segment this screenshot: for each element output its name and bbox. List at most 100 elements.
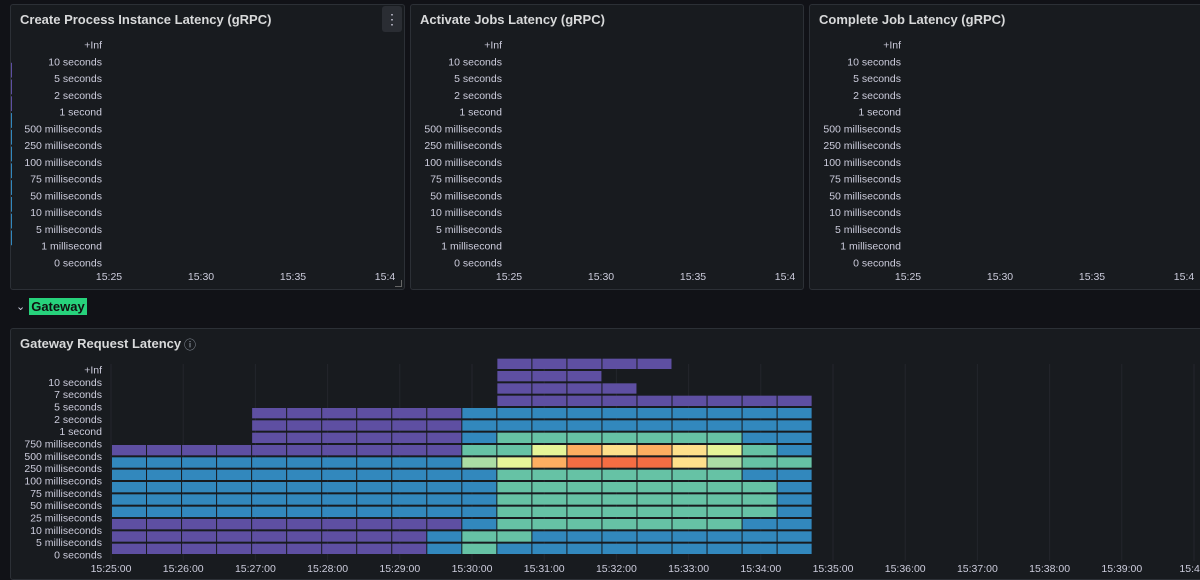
- y-tick-label: 250 milliseconds: [424, 140, 502, 152]
- heatmap-cell: [567, 506, 602, 517]
- x-tick-label: 15:37:00: [957, 563, 998, 575]
- heatmap-cell: [672, 543, 707, 554]
- heatmap-cell: [707, 482, 742, 493]
- heatmap-cell: [392, 445, 427, 456]
- y-tick-label: 500 milliseconds: [424, 123, 502, 135]
- heatmap-cell: [742, 469, 777, 480]
- y-tick-label: 5 milliseconds: [36, 224, 102, 236]
- y-tick-label: 5 seconds: [54, 73, 102, 85]
- heatmap-cell: [427, 482, 462, 493]
- heatmap-cell: [462, 469, 497, 480]
- x-tick-label: 15:39:00: [1101, 563, 1142, 575]
- y-tick-label: 250 milliseconds: [823, 140, 901, 152]
- heatmap-cell: [11, 113, 12, 128]
- heatmap-cell: [112, 519, 146, 530]
- heatmap-cell: [742, 445, 777, 456]
- heatmap-cell: [147, 543, 182, 554]
- heatmap-cell: [602, 445, 637, 456]
- y-tick-label: 5 seconds: [454, 73, 502, 85]
- heatmap-cell: [532, 445, 567, 456]
- heatmap-cell: [287, 457, 322, 468]
- x-tick-label: 15:30: [188, 271, 214, 283]
- heatmap-cell: [322, 420, 357, 431]
- heatmap-cell: [567, 383, 602, 394]
- heatmap-cell: [672, 457, 707, 468]
- panel-complete-job: Complete Job Latency (gRPC) 0 seconds 1 m…: [809, 4, 1200, 290]
- x-tick-label: 15:29:00: [379, 563, 420, 575]
- heatmap-cell: [112, 506, 146, 517]
- panel-create-process-instance: Create Process Instance Latency (gRPC) ⋮…: [10, 4, 405, 290]
- heatmap-cell: [357, 420, 392, 431]
- heatmap-cell: [392, 543, 427, 554]
- panel-activate-jobs: Activate Jobs Latency (gRPC) 0 seconds 1 …: [410, 4, 804, 290]
- heatmap-cell: [602, 408, 637, 419]
- x-tick-label: 15:36:00: [885, 563, 926, 575]
- heatmap-cell: [707, 543, 742, 554]
- chevron-down-icon[interactable]: ⌄: [16, 301, 26, 313]
- heatmap-cell: [217, 519, 252, 530]
- heatmap-cell: [672, 482, 707, 493]
- heatmap-cell: [637, 531, 672, 542]
- heatmap-cell: [672, 531, 707, 542]
- y-tick-label: 0 seconds: [54, 550, 102, 562]
- heatmap-cell: [287, 445, 322, 456]
- heatmap-cell: [672, 494, 707, 505]
- heatmap-cell: [672, 469, 707, 480]
- info-circle-icon[interactable]: ⓘ: [184, 338, 197, 352]
- section-toggle-gateway[interactable]: ⌄ Gateway: [16, 298, 87, 315]
- heatmap-cell: [637, 408, 672, 419]
- heatmap-cell: [567, 408, 602, 419]
- y-tick-label: 75 milliseconds: [30, 488, 102, 500]
- heatmap-cell: [392, 519, 427, 530]
- y-tick-label: 10 seconds: [48, 56, 102, 68]
- heatmap-cell: [11, 230, 12, 246]
- heatmap-cell: [147, 506, 182, 517]
- heatmap-cell: [217, 482, 252, 493]
- heatmap-cell: [217, 543, 252, 554]
- y-tick-label: 1 second: [459, 107, 502, 119]
- heatmap-cell: [637, 494, 672, 505]
- resize-handle[interactable]: [395, 280, 402, 287]
- kebab-menu-icon[interactable]: ⋮: [382, 6, 402, 32]
- heatmap-cell: [427, 506, 462, 517]
- heatmap-cell: [462, 531, 497, 542]
- y-tick-label: 0 seconds: [54, 258, 102, 270]
- heatmap-cell: [742, 494, 777, 505]
- y-tick-label: +Inf: [883, 40, 901, 52]
- heatmap-cell: [217, 457, 252, 468]
- heatmap-cell: [392, 469, 427, 480]
- heatmap-cell: [742, 420, 777, 431]
- y-tick-label: 1 millisecond: [840, 241, 901, 253]
- heatmap-cell: [497, 383, 532, 394]
- x-tick-label: 15:25:00: [91, 563, 132, 575]
- heatmap-cell: [357, 482, 392, 493]
- heatmap-cell: [11, 62, 12, 78]
- heatmap-cell: [742, 531, 777, 542]
- heatmap-cell: [567, 494, 602, 505]
- heatmap-cell: [147, 531, 182, 542]
- heatmap-cell: [252, 543, 287, 554]
- heatmap-cell: [357, 494, 392, 505]
- heatmap-cell: [567, 432, 602, 443]
- y-tick-label: 100 milliseconds: [424, 157, 502, 169]
- y-tick-label: 0 seconds: [454, 258, 502, 270]
- heatmap-cell: [567, 395, 602, 406]
- y-tick-label: 0 seconds: [853, 258, 901, 270]
- x-tick-label: 15:30: [987, 271, 1013, 283]
- heatmap-cell: [637, 482, 672, 493]
- heatmap-cell: [357, 469, 392, 480]
- x-tick-label: 15:38:00: [1029, 563, 1070, 575]
- heatmap-cell: [532, 358, 567, 369]
- heatmap-cell: [357, 457, 392, 468]
- y-tick-label: 25 milliseconds: [30, 513, 102, 525]
- heatmap-cell: [497, 408, 532, 419]
- heatmap-cell: [357, 445, 392, 456]
- heatmap-cell: [182, 494, 217, 505]
- heatmap-cell: [252, 457, 287, 468]
- x-tick-label: 15:35: [1079, 271, 1105, 283]
- heatmap-cell: [427, 543, 462, 554]
- heatmap-cell: [462, 482, 497, 493]
- y-tick-label: 1 second: [858, 107, 901, 119]
- heatmap-cell: [287, 432, 322, 443]
- heatmap-cell: [252, 531, 287, 542]
